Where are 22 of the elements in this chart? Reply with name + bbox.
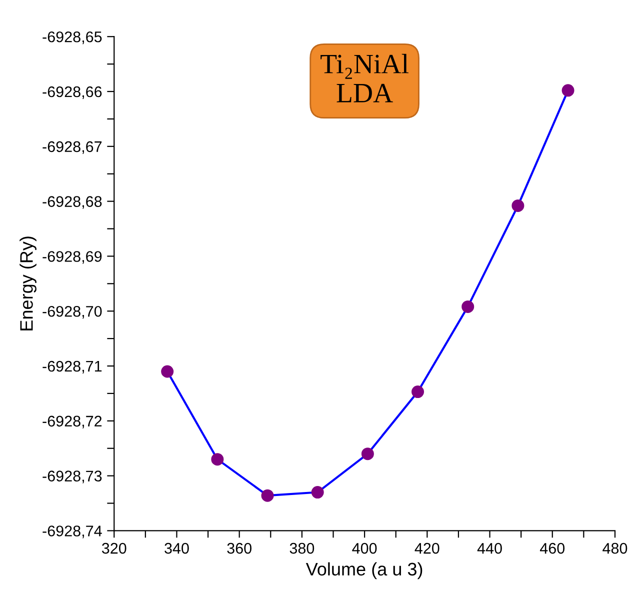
x-tick-label: 420	[414, 542, 440, 554]
y-axis-title: Energy (Ry)	[20, 236, 36, 330]
x-tick-label: 360	[227, 542, 252, 554]
x-tick-label: 440	[477, 542, 502, 554]
y-tick-label: -6928,73	[42, 470, 102, 484]
text: Ti₂NiAl LDA	[320, 54, 408, 102]
y-tick-label: -6928,72	[42, 416, 102, 428]
x-tick-label: 380	[290, 542, 314, 554]
x-axis-title: Volume (a u 3)	[306, 562, 422, 580]
x-tick-label: 460	[540, 542, 565, 554]
y-tick-label: -6928,67	[42, 141, 102, 154]
y-tick-label: -6928,68	[42, 196, 102, 209]
y-tick-label: -6928,65	[42, 31, 102, 44]
x-tick-label: 480	[602, 542, 628, 554]
y-tick-label: -6928,70	[42, 306, 102, 319]
y-tick-label: -6928,66	[42, 86, 102, 99]
x-tick-label: 320	[102, 542, 126, 554]
y-tick-label: -6928,69	[42, 251, 102, 264]
y-tick-label: -6928,71	[42, 360, 102, 374]
y-tick-label: -6928,74	[42, 526, 102, 538]
x-tick-label: 400	[352, 542, 377, 554]
x-tick-label: 340	[164, 542, 189, 554]
